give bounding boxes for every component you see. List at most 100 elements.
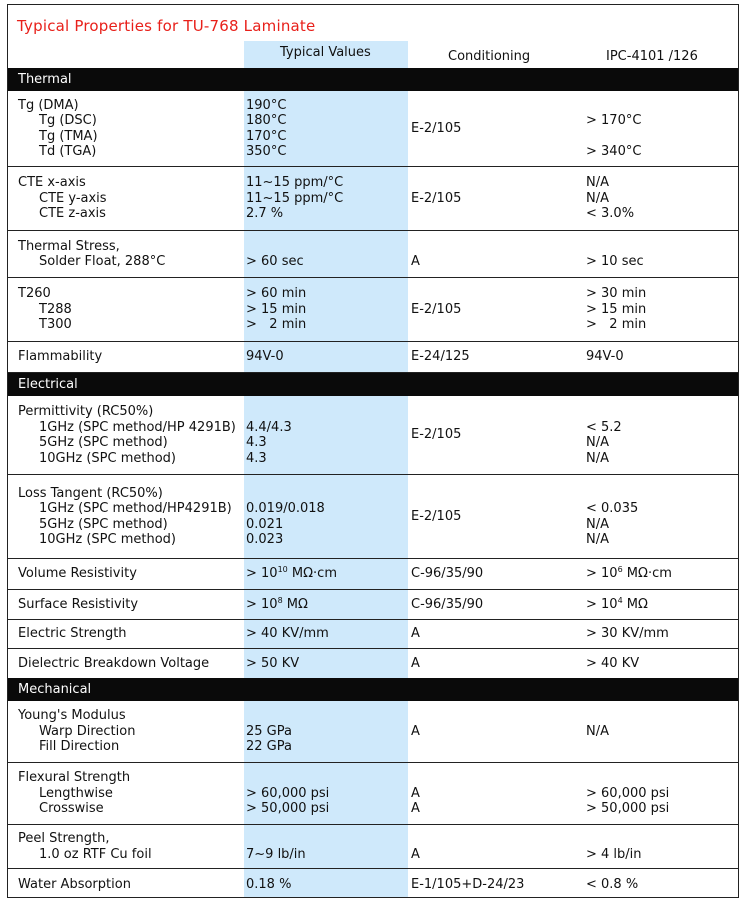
conditioning-value: A <box>411 620 581 648</box>
conditioning-value: C-96/35/90 <box>411 559 581 589</box>
table-row: Permittivity (RC50%) 1GHz (SPC method/HP … <box>8 396 738 475</box>
property-label-line: T260 <box>18 286 51 302</box>
ipc-spec-value-line: > 170°C <box>586 113 642 128</box>
conditioning-value-line: E-1/105+D-24/23 <box>411 876 525 892</box>
typical-value: > 50 KV <box>246 649 406 679</box>
typical-value-line: > 50 KV <box>246 656 300 672</box>
typical-value-line: 350°C <box>246 144 287 159</box>
conditioning-value-line: E-24/125 <box>411 349 470 365</box>
ipc-spec-value: > 10 sec <box>586 231 736 277</box>
typical-value-line: 0.019/0.018 <box>246 501 325 516</box>
ipc-spec-value-line: < 3.0% <box>586 206 635 222</box>
conditioning-value: A <box>411 231 581 277</box>
property-label-line: Surface Resistivity <box>18 596 139 612</box>
ipc-spec-value-line: > 40 KV <box>586 656 640 672</box>
typical-values-column-highlight <box>244 41 408 897</box>
conditioning-value-line: A <box>411 626 420 642</box>
property-label: Flammability <box>18 342 242 372</box>
typical-value: > 60 sec <box>246 231 406 277</box>
property-label: Dielectric Breakdown Voltage <box>18 649 242 679</box>
property-label-line: 5GHz (SPC method) <box>39 435 168 450</box>
conditioning-value: E-2/105 <box>411 396 581 474</box>
typical-value-line: > 40 KV/mm <box>246 626 329 642</box>
property-label-line: Crosswise <box>39 801 104 817</box>
conditioning-value: E-2/105 <box>411 475 581 558</box>
typical-value: 4.4/4.3 4.3 4.3 <box>246 396 406 474</box>
conditioning-value-line: A <box>411 254 420 269</box>
ipc-spec-value-line: > 30 KV/mm <box>586 626 669 642</box>
table-row: T260 T288 T300 > 60 min > 15 min > 2 min E-2/1… <box>8 278 738 342</box>
header-conditioning: Conditioning <box>448 49 531 64</box>
conditioning-value: E-2/105 <box>411 167 581 230</box>
property-label-line: Flammability <box>18 349 103 365</box>
table-row: CTE x-axis CTE y-axis CTE z-axis 11~15 ppm/… <box>8 167 738 231</box>
table-row: Peel Strength, 1.0 oz RTF Cu foil 7~9 lb/i… <box>8 825 738 869</box>
property-label-line: Peel Strength, <box>18 831 110 846</box>
typical-value-line <box>246 486 406 502</box>
property-label-line: CTE y-axis <box>39 190 107 206</box>
property-label-line: Thermal Stress, <box>18 238 120 254</box>
ipc-spec-value-line: > 10 sec <box>586 254 644 269</box>
typical-value: 190°C 180°C 170°C 350°C <box>246 91 406 166</box>
ipc-spec-value: > 30 KV/mm <box>586 620 736 648</box>
typical-value-line: 4.3 <box>246 450 267 466</box>
ipc-spec-value-line: N/A <box>586 723 609 739</box>
property-label: Volume Resistivity <box>18 559 242 589</box>
typical-value: > 60,000 psi > 50,000 psi <box>246 763 406 824</box>
ipc-spec-value-line <box>586 831 736 847</box>
conditioning-value-line: A <box>411 723 420 739</box>
typical-value: > 40 KV/mm <box>246 620 406 648</box>
typical-value-line: > 15 min <box>246 301 307 317</box>
typical-value-line: 170°C <box>246 128 287 144</box>
typical-value-line: 11~15 ppm/°C <box>246 175 344 191</box>
typical-value-line: 25 GPa <box>246 723 292 739</box>
property-label-line: Young's Modulus <box>18 708 126 724</box>
ipc-spec-value-line <box>586 239 736 255</box>
conditioning-value: E-1/105+D-24/23 <box>411 869 581 897</box>
ipc-spec-value-line: > 340°C <box>586 144 642 159</box>
typical-value-line <box>246 239 406 255</box>
conditioning-value: E-2/105 <box>411 91 581 166</box>
conditioning-value-line <box>411 770 581 786</box>
table-row: Young's Modulus Warp Direction Fill Direct… <box>8 701 738 763</box>
section-header-mechanical: Mechanical <box>8 678 738 701</box>
ipc-spec-value-line: > 60,000 psi <box>586 785 670 801</box>
page-title: Typical Properties for TU-768 Laminate <box>17 17 316 35</box>
property-label: CTE x-axis CTE y-axis CTE z-axis <box>18 167 242 230</box>
ipc-spec-value: > 60,000 psi > 50,000 psi <box>586 763 736 824</box>
property-label: Electric Strength <box>18 620 242 648</box>
ipc-spec-value-line: > 2 min <box>586 317 647 333</box>
typical-value: 11~15 ppm/°C 11~15 ppm/°C 2.7 % <box>246 167 406 230</box>
property-label-line: Flexural Strength <box>18 770 131 786</box>
property-label-line: Fill Direction <box>39 739 120 755</box>
typical-value-line: 7~9 lb/in <box>246 846 306 862</box>
typical-value-line: 4.4/4.3 <box>246 419 292 435</box>
table-row: Flexural Strength Lengthwise Crosswise > 60… <box>8 763 738 825</box>
typical-value-line: > 60 sec <box>246 254 304 269</box>
table-row: Surface Resistivity > 108 MΩ C-96/35/90 > 1… <box>8 590 738 620</box>
typical-value-line: 180°C <box>246 113 287 128</box>
conditioning-value-line: C-96/35/90 <box>411 566 484 582</box>
table-row: Flammability 94V-0 E-24/125 94V-0 <box>8 342 738 373</box>
conditioning-value-line: E-2/105 <box>411 508 462 524</box>
typical-value-line: 190°C <box>246 97 287 113</box>
property-label: Thermal Stress, Solder Float, 288°C <box>18 231 242 277</box>
ipc-spec-value-line: > 15 min <box>586 301 647 317</box>
property-label-line: Tg (DSC) <box>39 113 97 128</box>
property-label-line: Permittivity (RC50%) <box>18 404 154 419</box>
typical-value-line: 2.7 % <box>246 206 284 222</box>
ipc-spec-value: > 30 min > 15 min > 2 min <box>586 278 736 341</box>
typical-value-line: 0.023 <box>246 532 284 547</box>
ipc-spec-value-line: < 0.8 % <box>586 876 639 892</box>
conditioning-value: E-2/105 <box>411 278 581 341</box>
ipc-spec-value-line: N/A <box>586 450 609 466</box>
typical-value-line: > 1010 MΩ·cm <box>246 565 337 582</box>
typical-value: 25 GPa 22 GPa <box>246 701 406 762</box>
table-row: Volume Resistivity > 1010 MΩ·cm C-96/35/90… <box>8 559 738 590</box>
ipc-spec-value: > 106 MΩ·cm <box>586 559 736 589</box>
property-label-line: CTE x-axis <box>18 175 86 191</box>
property-label-line: Water Absorption <box>18 876 131 892</box>
typical-value-line: 94V-0 <box>246 349 284 365</box>
property-label: Tg (DMA) Tg (DSC) Tg (TMA) Td (TGA) <box>18 91 242 166</box>
typical-value-line: > 108 MΩ <box>246 595 308 612</box>
